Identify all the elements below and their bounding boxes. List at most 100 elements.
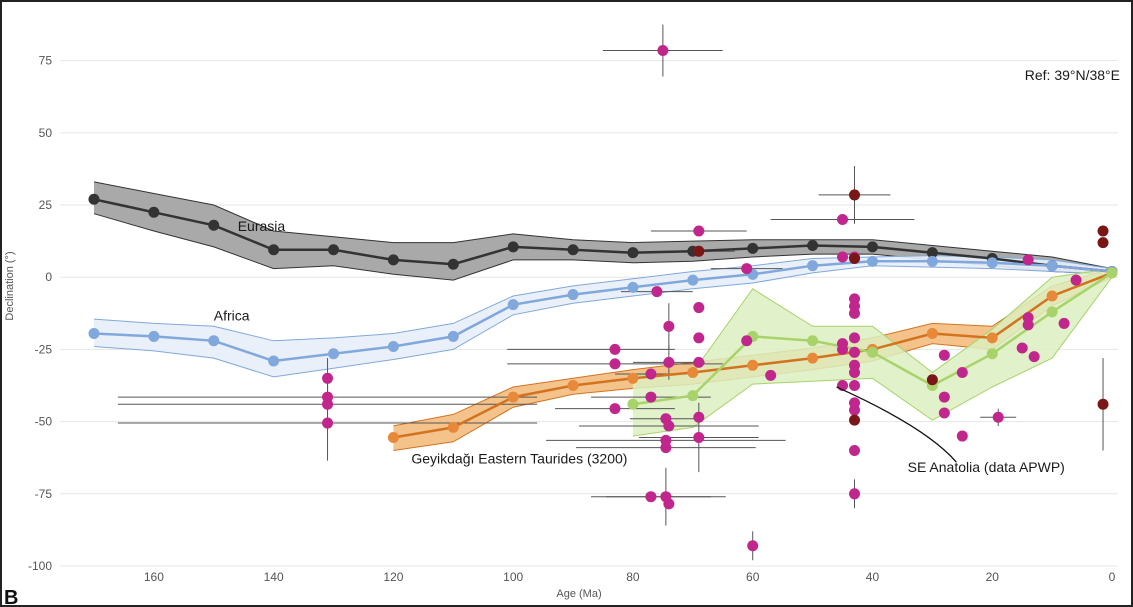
africa-point	[926, 255, 938, 267]
se-anatolia-label: SE Anatolia (data APWP)	[908, 459, 1065, 475]
data-point	[693, 411, 705, 423]
africa-point	[627, 281, 639, 293]
y-axis-title: Declination (°)	[4, 251, 16, 320]
data-point	[609, 358, 621, 370]
x-tick-label: 120	[383, 570, 403, 584]
data-point	[1070, 274, 1082, 286]
data-point	[849, 444, 861, 456]
geyikdagi-point	[567, 380, 579, 392]
eurasia-point	[747, 242, 759, 254]
data-point	[747, 540, 759, 552]
data-point	[645, 368, 657, 380]
africa-point	[866, 255, 878, 267]
data-point	[956, 430, 968, 442]
geyikdagi-point	[387, 431, 399, 443]
africa-point	[1046, 260, 1058, 272]
data-point	[849, 307, 861, 319]
data-point-dark	[1097, 398, 1109, 410]
eurasia-point	[447, 258, 459, 270]
data-point	[645, 491, 657, 503]
data-point-dark	[849, 252, 861, 264]
annotations: Eurasia Africa Geyikdağı Eastern Taurides …	[214, 218, 1065, 475]
data-point	[1058, 317, 1070, 329]
y-tick-label: 25	[39, 198, 53, 212]
eurasia-line	[93, 198, 1113, 273]
geyikdagi-point	[747, 359, 759, 371]
data-point	[938, 391, 950, 403]
africa-band-lower	[93, 265, 1113, 378]
data-point	[693, 332, 705, 344]
x-tick-label: 100	[503, 570, 523, 584]
data-point	[322, 372, 334, 384]
se-anatolia-point	[866, 346, 878, 358]
data-point	[322, 417, 334, 429]
eurasia-point	[328, 244, 340, 256]
y-tick-label: -100	[28, 559, 52, 573]
se-anatolia-point	[986, 348, 998, 360]
se-anatolia-point	[807, 335, 819, 347]
africa-point	[328, 348, 340, 360]
geyikdagi-point	[1046, 290, 1058, 302]
data-point-dark	[926, 374, 938, 386]
tick-labels: 75 50 25 0 -25 -50 -75 -100 160 140 120 100 80 60 40 20…	[28, 54, 1116, 584]
eurasia-point	[387, 254, 399, 266]
x-tick-label: 160	[144, 570, 164, 584]
geyikdagi-point	[447, 421, 459, 433]
africa-band-upper	[93, 255, 1113, 342]
eurasia-point	[627, 247, 639, 259]
y-tick-label: -75	[35, 487, 53, 501]
data-point-dark	[849, 189, 861, 201]
eurasia-point	[926, 247, 938, 259]
africa-label: Africa	[214, 308, 250, 324]
data-point	[660, 442, 672, 454]
geyikdagi-point	[926, 328, 938, 340]
data-point	[849, 332, 861, 344]
data-point	[849, 404, 861, 416]
geyikdagi-label: Geyikdağı Eastern Taurides (3200)	[411, 450, 627, 466]
y-tick-label: -50	[35, 415, 53, 429]
eurasia-band	[94, 181, 1112, 281]
data-point	[849, 380, 861, 392]
data-point	[663, 320, 675, 332]
se-anatolia-band-lower	[632, 276, 1113, 437]
panel-label: B	[4, 587, 18, 607]
eurasia-label: Eurasia	[238, 218, 286, 234]
series-markers	[88, 45, 1118, 552]
geyikdagi-point	[986, 332, 998, 344]
y-tick-label: 50	[39, 126, 53, 140]
x-tick-label: 20	[986, 570, 1000, 584]
x-tick-label: 0	[1109, 570, 1116, 584]
africa-point	[387, 341, 399, 353]
eurasia-point	[507, 241, 519, 253]
data-point-dark	[693, 245, 705, 257]
se-anatolia-band-upper	[632, 268, 1113, 376]
africa-point	[986, 257, 998, 269]
africa-point	[807, 260, 819, 272]
data-point	[693, 225, 705, 237]
geyikdagi-point	[687, 367, 699, 379]
se-anatolia-point	[1046, 306, 1058, 318]
data-point	[837, 251, 849, 263]
data-point	[849, 488, 861, 500]
data-point	[609, 403, 621, 415]
data-point-dark	[849, 414, 861, 426]
africa-point	[88, 328, 100, 340]
data-point-dark	[1097, 225, 1109, 237]
data-point	[657, 45, 669, 57]
data-point	[992, 411, 1004, 423]
geyikdagi-point	[507, 391, 519, 403]
africa-point	[268, 355, 280, 367]
data-point-dark	[1097, 237, 1109, 249]
x-tick-label: 140	[264, 570, 284, 584]
africa-point	[447, 330, 459, 342]
data-point	[837, 343, 849, 355]
data-point	[693, 302, 705, 314]
data-point	[651, 286, 663, 298]
data-point	[322, 398, 334, 410]
eurasia-point	[148, 206, 160, 218]
y-tick-label: 75	[39, 54, 53, 68]
y-tick-label: 0	[45, 270, 52, 284]
data-point	[1028, 351, 1040, 363]
